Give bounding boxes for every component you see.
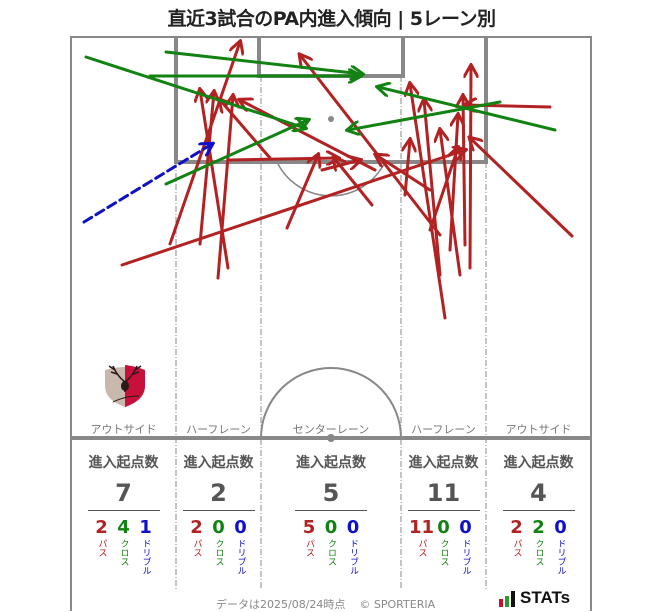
pass-label: パス <box>511 539 522 557</box>
entry-arrow <box>300 55 442 237</box>
entry-arrow <box>348 100 502 130</box>
cross-count: 0 <box>437 517 450 538</box>
entry-arrow <box>220 100 272 160</box>
stats-header: 進入起点数 <box>183 455 254 471</box>
cross-label: クロス <box>213 539 224 566</box>
pass-label: パス <box>416 539 427 557</box>
entry-arrow <box>228 158 338 160</box>
cross-label: クロス <box>326 539 336 566</box>
logo-bar-icon <box>511 591 515 607</box>
pass-arrows <box>120 42 574 320</box>
entry-arrow <box>200 90 230 270</box>
lane-label-right-half: ハーフレーン <box>411 423 476 436</box>
divider <box>295 510 367 511</box>
entry-arrow <box>448 115 458 252</box>
divider <box>407 510 480 511</box>
entry-total: 2 <box>210 479 227 507</box>
dribble-label: ドリブル <box>348 539 358 575</box>
cross-count: 4 <box>117 517 130 538</box>
dribble-label: ドリブル <box>140 539 151 575</box>
cross-label: クロス <box>118 539 129 566</box>
pass-count: 2 <box>510 517 523 538</box>
lane-stats-left-half: 進入起点数 2 2 パス 0 クロス 0 ドリブル <box>176 452 261 575</box>
pass-count: 2 <box>190 517 203 538</box>
entry-arrow <box>198 92 214 246</box>
cross-count: 0 <box>324 517 338 538</box>
entry-arrow <box>428 148 458 232</box>
divider <box>87 510 160 511</box>
pass-label: パス <box>191 539 202 557</box>
dribble-label: ドリブル <box>235 539 246 575</box>
entry-total: 11 <box>426 479 461 507</box>
pass-label: パス <box>304 539 314 557</box>
team-crest-icon <box>105 365 145 407</box>
stats-logo: STATs <box>499 589 570 607</box>
divider <box>502 510 575 511</box>
entry-arrow <box>440 130 462 277</box>
divider <box>182 510 255 511</box>
cross-count: 0 <box>212 517 225 538</box>
entry-arrow <box>470 138 574 238</box>
pass-label: パス <box>96 539 107 557</box>
dribble-count: 0 <box>554 517 567 538</box>
lane-stats-left-outside: 進入起点数 7 2 パス 4 クロス 1 ドリブル <box>71 452 176 575</box>
dribble-count: 0 <box>459 517 472 538</box>
stats-header: 進入起点数 <box>88 455 159 471</box>
pass-count: 5 <box>302 517 316 538</box>
entry-arrow <box>424 100 442 277</box>
dribble-count: 0 <box>234 517 247 538</box>
stats-header: 進入起点数 <box>296 455 366 471</box>
entry-arrow <box>285 155 318 230</box>
pass-count: 2 <box>95 517 108 538</box>
lane-label-left-half: ハーフレーン <box>186 423 251 436</box>
stats-header: 進入起点数 <box>503 455 574 471</box>
entry-arrow <box>164 50 362 74</box>
lane-label-right-outside: アウトサイド <box>505 423 572 436</box>
pass-count: 11 <box>408 517 435 538</box>
entry-arrow <box>470 66 471 270</box>
entry-arrow <box>410 84 447 320</box>
stats-header: 進入起点数 <box>408 455 479 471</box>
logo-bar-icon <box>505 596 509 607</box>
entry-arrow <box>164 120 308 186</box>
entry-arrow <box>334 158 374 207</box>
cross-label: クロス <box>533 539 544 566</box>
lane-label-left-outside: アウトサイド <box>90 423 157 436</box>
entry-arrow <box>216 96 233 280</box>
data-date: データは2025/08/24時点 <box>216 598 346 611</box>
dribble-count: 1 <box>139 517 152 538</box>
entry-arrow <box>84 55 305 128</box>
copyright: © SPORTERIA <box>359 598 436 611</box>
dribble-count: 0 <box>346 517 360 538</box>
lane-stats-right-outside: 進入起点数 4 2 パス 2 クロス 0 ドリブル <box>486 452 591 575</box>
cross-count: 2 <box>532 517 545 538</box>
entry-arrow <box>82 144 212 224</box>
lane-label-center: センターレーン <box>292 423 370 436</box>
lane-stats-right-half: 進入起点数 11 11 パス 0 クロス 0 ドリブル <box>401 452 486 575</box>
cross-arrows <box>84 50 557 186</box>
logo-text: STATs <box>520 588 571 607</box>
logo-bar-icon <box>499 599 503 607</box>
footer-credits: データは2025/08/24時点 © SPORTERIA <box>216 596 435 612</box>
dribble-label: ドリブル <box>460 539 471 575</box>
entry-arrow <box>463 96 465 247</box>
entry-total: 7 <box>115 479 132 507</box>
entry-total: 5 <box>322 479 340 507</box>
dribble-label: ドリブル <box>555 539 566 575</box>
entry-arrow <box>405 140 410 197</box>
page-title: 直近3試合のPA内進入傾向 | 5レーン別 <box>167 8 496 30</box>
entry-arrow <box>376 155 432 192</box>
cross-label: クロス <box>438 539 449 566</box>
entry-total: 4 <box>530 479 547 507</box>
dribble-arrows <box>82 144 212 224</box>
lane-stats-center: 進入起点数 5 5 パス 0 クロス 0 ドリブル <box>261 452 401 575</box>
